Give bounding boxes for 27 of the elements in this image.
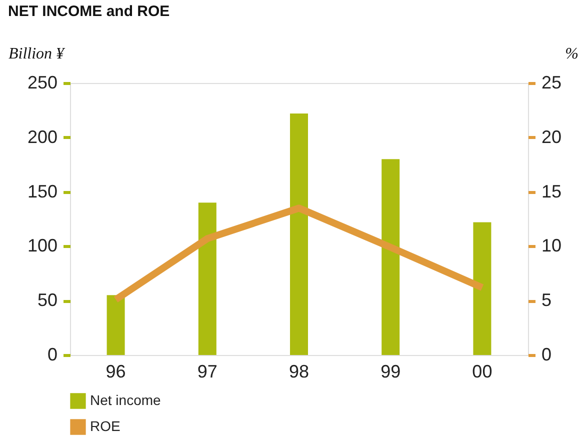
y-tick-label: 150	[27, 181, 58, 202]
y-tick-label: 0	[47, 344, 58, 364]
x-tick-label: 99	[380, 362, 401, 382]
x-tick-label: 97	[197, 362, 218, 382]
y2-axis-title: %	[565, 46, 578, 62]
y-tick-label: 250	[27, 72, 58, 92]
y2-tick-label: 0	[542, 344, 552, 364]
y2-tick-label: 20	[542, 126, 562, 147]
bar	[106, 295, 125, 355]
chart-title: NET INCOME and ROE	[8, 3, 170, 20]
bar	[473, 222, 492, 355]
x-tick-label: 00	[472, 362, 492, 382]
bar	[290, 113, 308, 355]
y-tick-label: 200	[27, 126, 58, 147]
y-tick-label: 100	[27, 236, 58, 256]
bar	[382, 159, 400, 355]
x-tick-label: 98	[288, 362, 310, 382]
y-axis-title: Billion ¥	[8, 46, 66, 62]
y2-tick-label: 10	[542, 236, 562, 256]
bar	[198, 202, 216, 355]
y2-tick-label: 15	[542, 181, 562, 202]
y2-tick-label: 5	[542, 290, 552, 310]
y2-tick-label: 25	[542, 72, 562, 92]
legend-label: ROE	[90, 418, 120, 434]
x-tick-label: 96	[106, 362, 126, 382]
legend-label: Net income	[90, 392, 162, 408]
y-tick-label: 50	[37, 290, 58, 310]
